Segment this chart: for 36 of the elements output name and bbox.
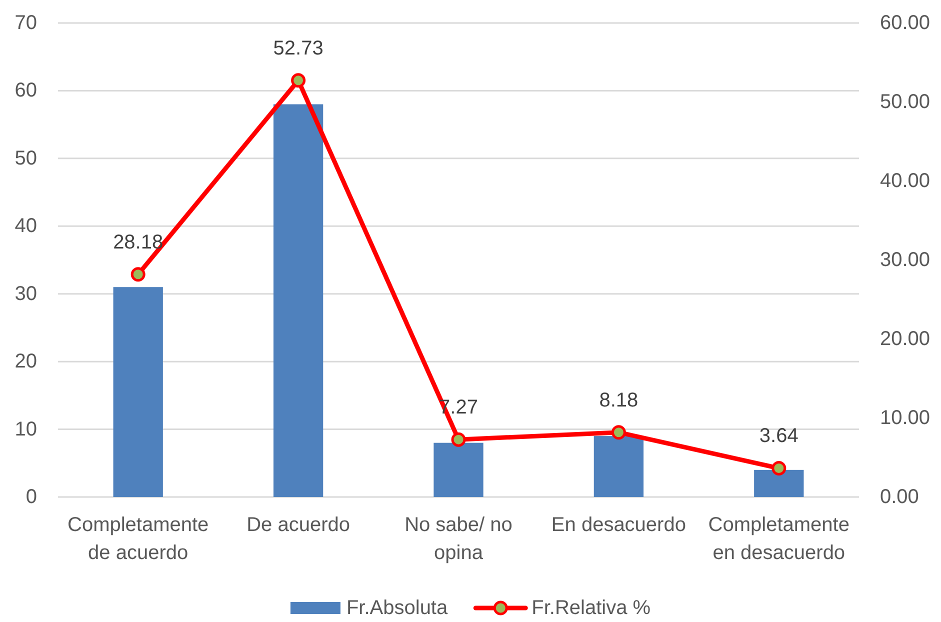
y2-tick-label: 30.00 (880, 249, 930, 271)
y2-tick-label: 10.00 (880, 407, 930, 429)
y-tick-label: 60 (14, 80, 37, 102)
x-tick-label: No sabe/ no opina (404, 514, 512, 564)
bar (113, 287, 163, 497)
point (611, 425, 626, 440)
y2-tick-label: 20.00 (880, 328, 930, 350)
point (291, 73, 306, 88)
data-label: 28.18 (113, 231, 164, 254)
y-tick-label: 70 (14, 12, 37, 34)
bar (754, 470, 804, 497)
y-tick-label: 50 (14, 147, 37, 170)
y2-tick-label: 60.00 (880, 12, 930, 34)
x-tick-label: Completamente de acuerdo (68, 514, 209, 564)
data-label: 8.18 (599, 389, 638, 412)
point (451, 432, 466, 447)
bar (434, 442, 484, 497)
point (130, 267, 146, 282)
y-tick-label: 0 (26, 486, 37, 508)
data-label: 3.64 (759, 425, 798, 448)
y-tick-label: 40 (14, 215, 37, 238)
legend-label: Fr.Relativa % (532, 597, 651, 619)
legend-label: Fr.Absoluta (346, 597, 448, 619)
x-tick-label: Completamente en desacuerdo (708, 514, 850, 564)
bar (273, 104, 324, 497)
y2-tick-label: 0.00 (880, 486, 919, 508)
data-label: 52.73 (273, 37, 324, 60)
bar (594, 436, 644, 497)
point (772, 460, 786, 476)
y2-tick-label: 50.00 (880, 91, 930, 113)
y-tick-label: 10 (14, 418, 37, 440)
y2-tick-label: 40.00 (880, 170, 930, 192)
y-tick-label: 30 (14, 282, 37, 305)
x-tick-label: En desacuerdo (551, 514, 686, 536)
x-tick-label: De acuerdo (246, 514, 350, 536)
y-tick-label: 20 (14, 350, 37, 373)
